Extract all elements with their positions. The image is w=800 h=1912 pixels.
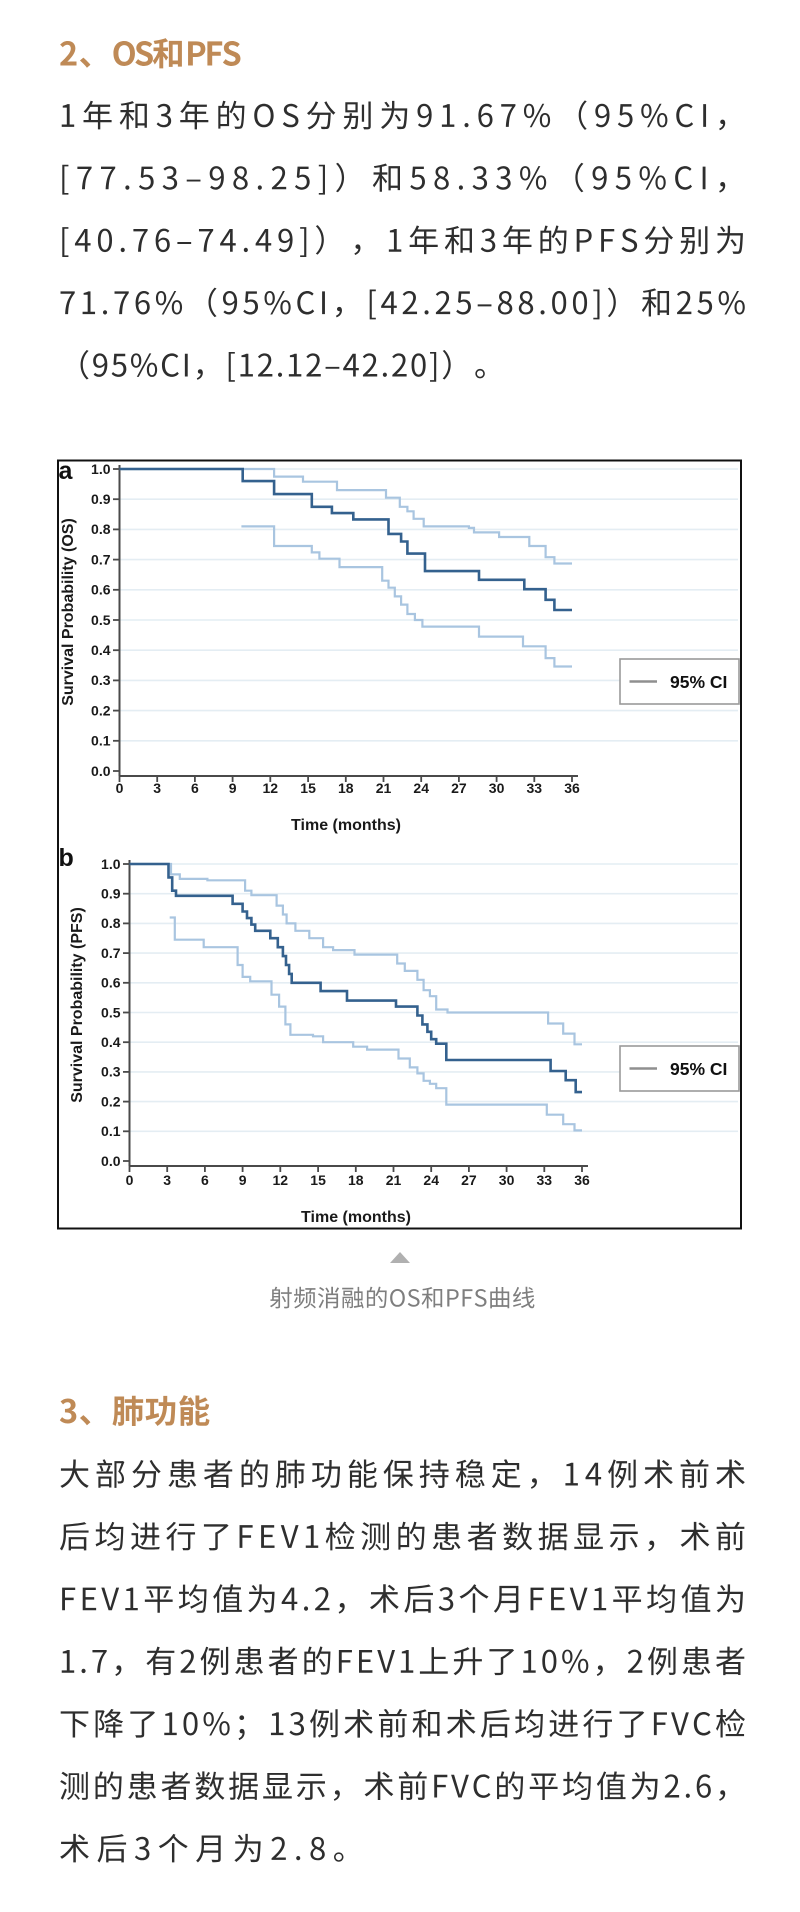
- svg-text:Time (months): Time (months): [291, 817, 401, 834]
- svg-text:0.5: 0.5: [101, 1004, 121, 1020]
- svg-text:30: 30: [489, 780, 505, 796]
- svg-text:0.2: 0.2: [91, 702, 111, 718]
- svg-text:27: 27: [461, 1172, 477, 1188]
- svg-text:36: 36: [574, 1172, 590, 1188]
- svg-text:27: 27: [451, 780, 467, 796]
- svg-text:Survival Probability (PFS): Survival Probability (PFS): [69, 907, 86, 1103]
- svg-text:0: 0: [126, 1172, 134, 1188]
- svg-text:a: a: [59, 457, 74, 485]
- svg-text:24: 24: [423, 1172, 439, 1188]
- svg-text:15: 15: [300, 780, 316, 796]
- svg-text:1.0: 1.0: [91, 461, 111, 477]
- svg-text:12: 12: [273, 1172, 289, 1188]
- svg-text:9: 9: [229, 780, 237, 796]
- svg-text:6: 6: [201, 1172, 209, 1188]
- svg-text:30: 30: [499, 1172, 515, 1188]
- svg-text:0.8: 0.8: [91, 521, 111, 537]
- svg-text:0.4: 0.4: [101, 1034, 121, 1050]
- svg-text:0.4: 0.4: [91, 642, 111, 658]
- svg-text:0.3: 0.3: [91, 672, 111, 688]
- svg-text:b: b: [59, 844, 74, 872]
- svg-text:0.8: 0.8: [101, 915, 121, 931]
- svg-text:36: 36: [564, 780, 580, 796]
- svg-text:18: 18: [338, 780, 354, 796]
- svg-text:0.2: 0.2: [101, 1093, 121, 1109]
- svg-text:0.1: 0.1: [91, 733, 111, 749]
- svg-text:0.0: 0.0: [101, 1153, 121, 1169]
- svg-text:15: 15: [310, 1172, 326, 1188]
- svg-text:0.6: 0.6: [101, 975, 121, 991]
- svg-text:0.3: 0.3: [101, 1064, 121, 1080]
- svg-text:3: 3: [163, 1172, 171, 1188]
- svg-text:33: 33: [527, 780, 543, 796]
- svg-text:0: 0: [116, 780, 124, 796]
- svg-text:9: 9: [239, 1172, 247, 1188]
- svg-text:21: 21: [386, 1172, 402, 1188]
- svg-text:18: 18: [348, 1172, 364, 1188]
- svg-text:21: 21: [376, 780, 392, 796]
- svg-text:95% CI: 95% CI: [670, 672, 727, 692]
- svg-text:3: 3: [153, 780, 161, 796]
- svg-text:Survival Probability (OS): Survival Probability (OS): [60, 518, 77, 706]
- svg-text:6: 6: [191, 780, 199, 796]
- svg-text:Time (months): Time (months): [301, 1209, 411, 1226]
- svg-text:0.6: 0.6: [91, 582, 111, 598]
- svg-text:0.7: 0.7: [91, 551, 111, 567]
- svg-text:95% CI: 95% CI: [670, 1059, 727, 1079]
- svg-text:0.9: 0.9: [101, 886, 121, 902]
- svg-text:0.7: 0.7: [101, 945, 121, 961]
- svg-text:33: 33: [537, 1172, 553, 1188]
- svg-text:0.1: 0.1: [101, 1123, 121, 1139]
- svg-text:12: 12: [263, 780, 279, 796]
- svg-text:0.5: 0.5: [91, 612, 111, 628]
- svg-text:0.9: 0.9: [91, 491, 111, 507]
- svg-text:24: 24: [413, 780, 429, 796]
- svg-text:1.0: 1.0: [101, 856, 121, 872]
- svg-text:0.0: 0.0: [91, 763, 111, 779]
